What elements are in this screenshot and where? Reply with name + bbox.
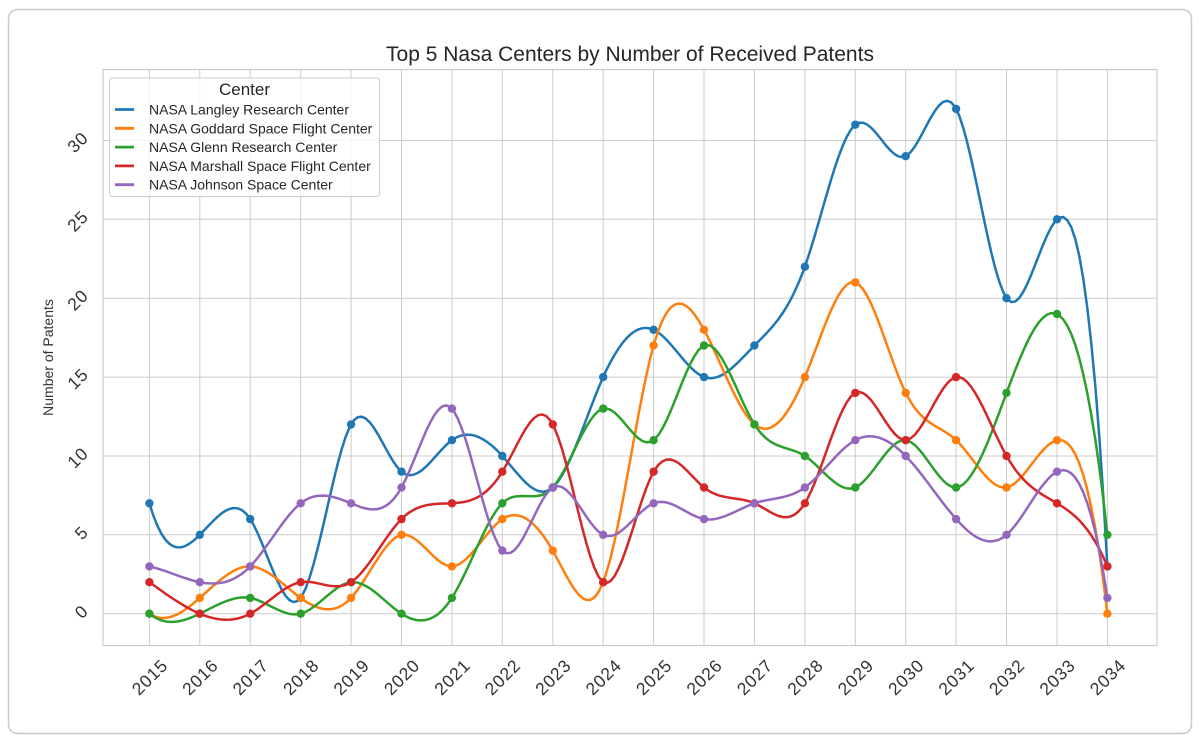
svg-text:Top 5 Nasa Centers by Number o: Top 5 Nasa Centers by Number of Received…	[386, 43, 874, 66]
svg-text:Center: Center	[219, 80, 270, 99]
svg-text:NASA Johnson Space Center: NASA Johnson Space Center	[149, 177, 333, 193]
svg-text:NASA Langley Research Center: NASA Langley Research Center	[149, 102, 349, 118]
svg-text:NASA Goddard Space Flight Cent: NASA Goddard Space Flight Center	[149, 120, 373, 136]
svg-text:Number of Patents: Number of Patents	[40, 299, 56, 416]
svg-text:NASA Glenn Research Center: NASA Glenn Research Center	[149, 139, 338, 155]
svg-text:NASA Marshall Space Flight Cen: NASA Marshall Space Flight Center	[149, 158, 371, 174]
